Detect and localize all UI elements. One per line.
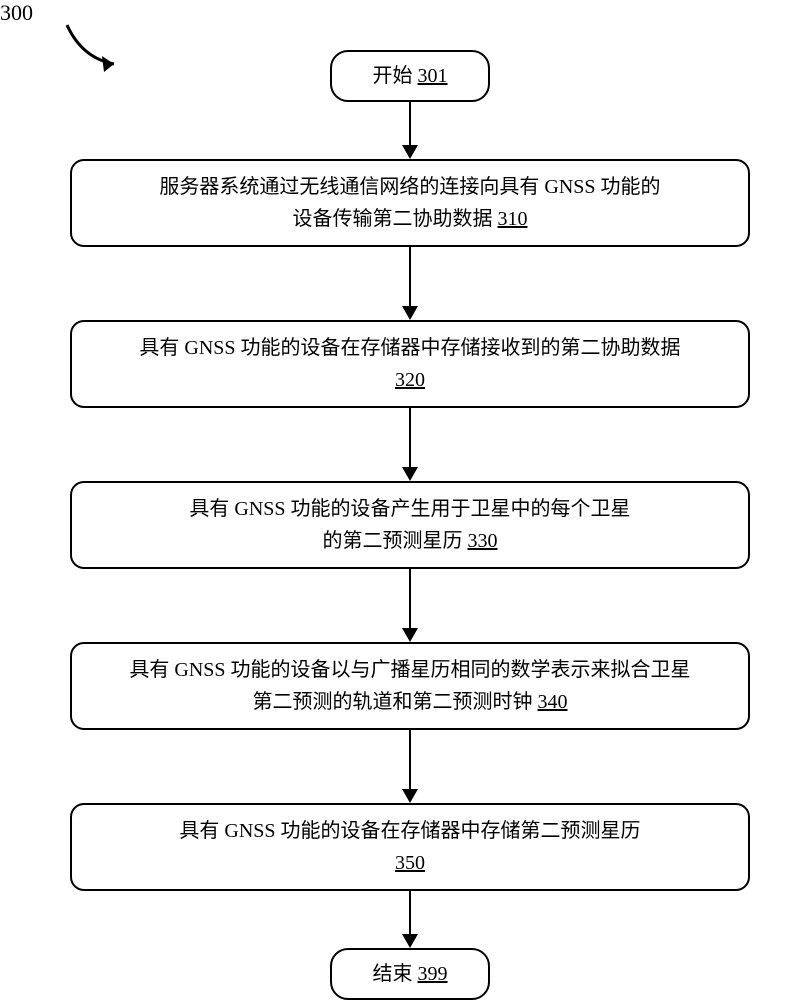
step-line: 具有 GNSS 功能的设备在存储器中存储接收到的第二协助数据 <box>139 337 680 359</box>
end-ref: 399 <box>418 963 448 985</box>
flowchart: 开始 301 服务器系统通过无线通信网络的连接向具有 GNSS 功能的 设备传输… <box>60 50 760 1000</box>
step-line: 具有 GNSS 功能的设备以与广播星历相同的数学表示来拟合卫星 <box>129 659 690 681</box>
step-ref: 310 <box>498 208 528 230</box>
step-line: 服务器系统通过无线通信网络的连接向具有 GNSS 功能的 <box>159 176 660 198</box>
end-text: 结束 <box>373 963 413 985</box>
step-line: 的第二预测星历 <box>323 530 463 552</box>
start-ref: 301 <box>418 65 448 87</box>
step-line: 设备传输第二协助数据 <box>293 208 493 230</box>
step-330: 具有 GNSS 功能的设备产生用于卫星中的每个卫星 的第二预测星历 330 <box>70 481 750 569</box>
step-310: 服务器系统通过无线通信网络的连接向具有 GNSS 功能的 设备传输第二协助数据 … <box>70 159 750 247</box>
arrow <box>402 569 418 642</box>
arrow <box>402 102 418 159</box>
end-node: 结束 399 <box>330 948 490 1000</box>
step-ref: 330 <box>468 530 498 552</box>
arrow <box>402 408 418 481</box>
arrow <box>402 891 418 948</box>
step-line: 具有 GNSS 功能的设备产生用于卫星中的每个卫星 <box>189 498 630 520</box>
step-line: 具有 GNSS 功能的设备在存储器中存储第二预测星历 <box>179 820 640 842</box>
step-350: 具有 GNSS 功能的设备在存储器中存储第二预测星历 350 <box>70 803 750 891</box>
step-340: 具有 GNSS 功能的设备以与广播星历相同的数学表示来拟合卫星 第二预测的轨道和… <box>70 642 750 730</box>
step-line: 第二预测的轨道和第二预测时钟 <box>253 691 533 713</box>
start-node: 开始 301 <box>330 50 490 102</box>
start-text: 开始 <box>373 65 413 87</box>
figure-number-label: 300 <box>0 0 33 26</box>
step-320: 具有 GNSS 功能的设备在存储器中存储接收到的第二协助数据 320 <box>70 320 750 408</box>
arrow <box>402 730 418 803</box>
step-ref: 320 <box>395 369 425 391</box>
arrow <box>402 247 418 320</box>
step-ref: 340 <box>538 691 568 713</box>
step-ref: 350 <box>395 852 425 874</box>
